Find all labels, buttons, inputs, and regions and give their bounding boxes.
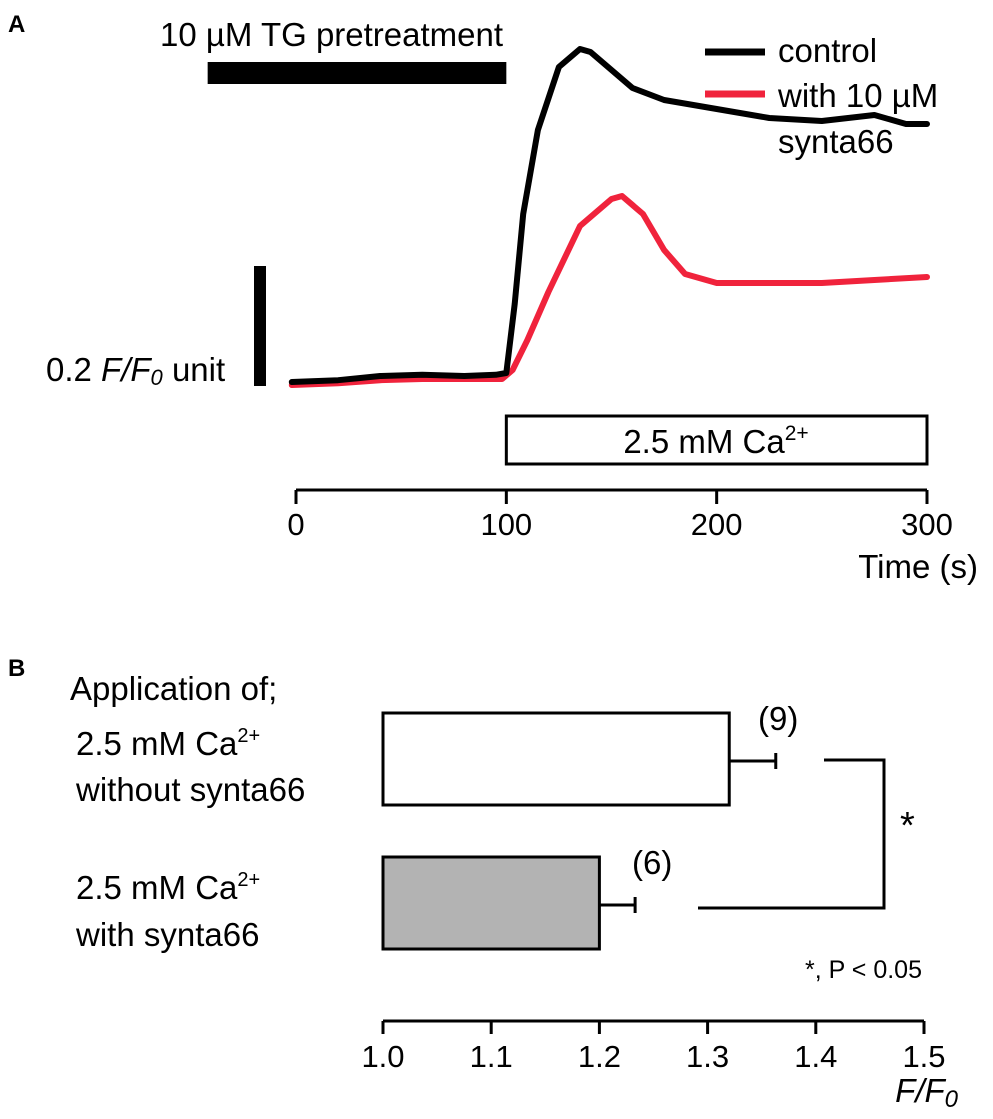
time-axis-tick-label: 200 [691, 507, 743, 542]
scale-bar [254, 266, 266, 386]
bar2-category-sup: 2+ [237, 869, 260, 891]
legend-control-label: control [778, 32, 877, 69]
time-axis-tick-label: 300 [901, 507, 953, 542]
panel-a-label: A [8, 11, 25, 38]
n-label: (9) [758, 700, 798, 737]
bar1-category-sup: 2+ [237, 725, 260, 747]
scale-bar-unit-suffix: unit [163, 351, 225, 388]
scale-bar-unit-sub: 0 [151, 365, 164, 390]
legend-synta66-label-line1: with 10 µM [777, 77, 938, 114]
trace-synta66 [288, 193, 930, 388]
ff0-axis-tick-label: 1.3 [686, 1039, 729, 1074]
ff0-axis-tick-label: 1.1 [470, 1039, 513, 1074]
scale-bar-unit-italic: F/F [101, 351, 152, 388]
bar [381, 711, 731, 807]
ff0-axis: 1.0 1.1 1.2 1.3 1.4 1.5 [361, 1019, 946, 1074]
time-axis: 0 100 200 300 [287, 488, 953, 542]
bar [381, 855, 601, 951]
bar1-category-line2: without synta66 [75, 771, 305, 808]
ff0-axis-label-sub: 0 [945, 1086, 959, 1113]
bar2-category-line1: 2.5 mM Ca2+ [76, 869, 260, 906]
legend-synta66-label-line2: synta66 [778, 123, 894, 160]
significance-mark: * [900, 805, 915, 847]
n-label: (6) [632, 844, 672, 881]
trace-control [288, 46, 930, 385]
ca-application-box [504, 414, 929, 466]
bar2-category-line2: with synta66 [75, 916, 259, 953]
ff0-axis-label: F/F0 [895, 1072, 958, 1113]
pretreatment-label: 10 µM TG pretreatment [160, 16, 503, 53]
ff0-axis-tick-label: 1.4 [794, 1039, 837, 1074]
ca-application-label: 2.5 mM Ca2+ [623, 422, 808, 460]
ff0-axis-tick-label: 1.2 [578, 1039, 621, 1074]
bar2-category-text: 2.5 mM Ca [76, 869, 238, 906]
scale-bar-value: 0.2 [46, 351, 92, 388]
significance-note: *, P < 0.05 [805, 956, 922, 984]
ff0-axis-tick-label: 1.0 [361, 1039, 404, 1074]
ca-application-text: 2.5 mM Ca [623, 423, 785, 460]
bar-chart: (9) (6) [381, 700, 798, 951]
scale-bar-label: 0.2 F/F0 unit [46, 351, 225, 390]
bar1-category-line1: 2.5 mM Ca2+ [76, 725, 260, 762]
panel-b-label: B [8, 655, 25, 682]
time-axis-label: Time (s) [858, 548, 978, 585]
bar1-category-text: 2.5 mM Ca [76, 725, 238, 762]
ff0-axis-tick-label: 1.5 [902, 1039, 945, 1074]
panel-b-heading: Application of; [70, 670, 277, 707]
ca-application-sup: 2+ [785, 422, 809, 445]
time-axis-tick-label: 100 [480, 507, 532, 542]
ff0-axis-label-italic: F/F [895, 1072, 946, 1109]
time-axis-tick-label: 0 [287, 507, 304, 542]
significance-bracket [698, 758, 886, 910]
pretreatment-bar [207, 62, 507, 84]
